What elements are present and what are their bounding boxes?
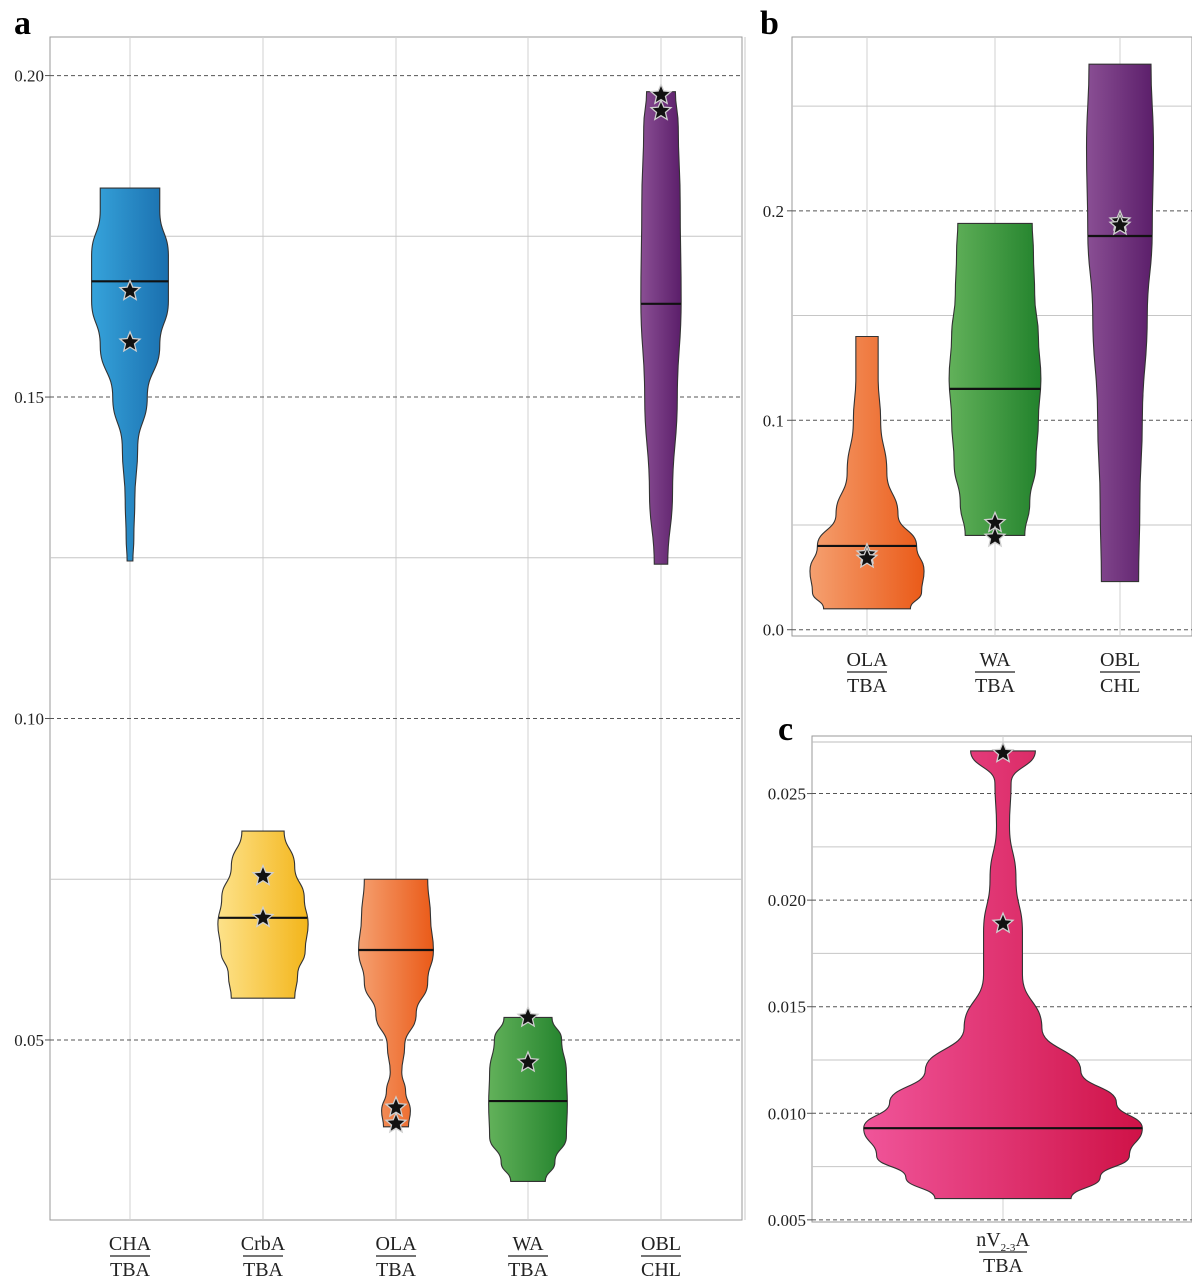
category-label-denominator: TBA — [376, 1259, 417, 1281]
category-label-denominator: TBA — [847, 675, 888, 697]
category-label-numerator: OLA — [375, 1233, 417, 1255]
panel-b-plot: 0.0 0.1 0.2 OLA TBA WA TBA OBL CHL — [763, 36, 1192, 697]
category-label-denominator: CHL — [1100, 675, 1140, 697]
data-point-star — [251, 863, 275, 886]
data-point-star — [251, 905, 275, 928]
data-point-star — [516, 1050, 540, 1073]
panel-letter-c: c — [778, 711, 793, 748]
violin-nv — [863, 750, 1143, 1200]
category-label-denominator: TBA — [983, 1255, 1024, 1277]
category-label-numerator: CHA — [109, 1233, 152, 1255]
data-point-star — [118, 330, 142, 353]
y-tick-label: 0.020 — [768, 891, 806, 910]
y-tick-label: 0.010 — [768, 1104, 806, 1123]
plot-frame — [791, 36, 1192, 637]
violin-obl — [1085, 63, 1155, 583]
data-point-star — [983, 525, 1007, 548]
data-point-star — [649, 98, 673, 121]
category-label-denominator: CHL — [641, 1259, 681, 1281]
y-tick-label: 0.20 — [14, 67, 44, 86]
category-label-numerator: OBL — [1100, 649, 1140, 671]
data-point-star — [1108, 213, 1132, 236]
data-point-star — [991, 740, 1015, 763]
violin-cha — [91, 187, 169, 562]
panel-letter-a: a — [14, 5, 31, 42]
category-label-denominator: TBA — [508, 1259, 549, 1281]
y-tick-label: 0.025 — [768, 785, 806, 804]
category-label-numerator: WA — [979, 649, 1011, 671]
plot-frame — [811, 735, 1192, 1223]
category-label-denominator: TBA — [975, 675, 1016, 697]
y-tick-label: 0.015 — [768, 998, 806, 1017]
category-label-numerator: OBL — [641, 1233, 681, 1255]
data-point-star — [855, 546, 879, 569]
numerator-subscript: 2-3 — [1001, 1242, 1016, 1254]
category-label-numerator: OLA — [846, 649, 888, 671]
panel-letter-b: b — [760, 5, 779, 42]
category-label-denominator: TBA — [110, 1259, 151, 1281]
category-label-numerator: nV2-3A — [976, 1229, 1030, 1254]
violin-ola — [358, 878, 434, 1128]
category-label-numerator: WA — [512, 1233, 544, 1255]
y-tick-label: 0.0 — [763, 621, 784, 640]
violin-wa — [488, 1016, 568, 1182]
numerator-main: nV — [976, 1229, 1001, 1251]
category-label-numerator: CrbA — [241, 1233, 286, 1255]
y-tick-label: 0.2 — [763, 202, 784, 221]
violin-wa — [948, 222, 1042, 537]
data-point-star — [384, 1111, 408, 1134]
violin-obl — [640, 91, 682, 565]
data-point-star — [516, 1005, 540, 1028]
y-tick-label: 0.10 — [14, 710, 44, 729]
y-tick-label: 0.005 — [768, 1211, 806, 1230]
panel-a-plot: 0.05 0.10 0.15 0.20 CHA TBA CrbA TBA OLA TBA WA TBA… — [14, 36, 746, 1281]
violin-ola — [809, 335, 925, 610]
y-tick-label: 0.15 — [14, 388, 44, 407]
data-point-star — [118, 278, 142, 301]
category-label-denominator: TBA — [243, 1259, 284, 1281]
data-point-star — [991, 911, 1015, 934]
numerator-suffix: A — [1015, 1229, 1030, 1251]
y-tick-label: 0.1 — [763, 411, 784, 430]
y-tick-label: 0.05 — [14, 1031, 44, 1050]
